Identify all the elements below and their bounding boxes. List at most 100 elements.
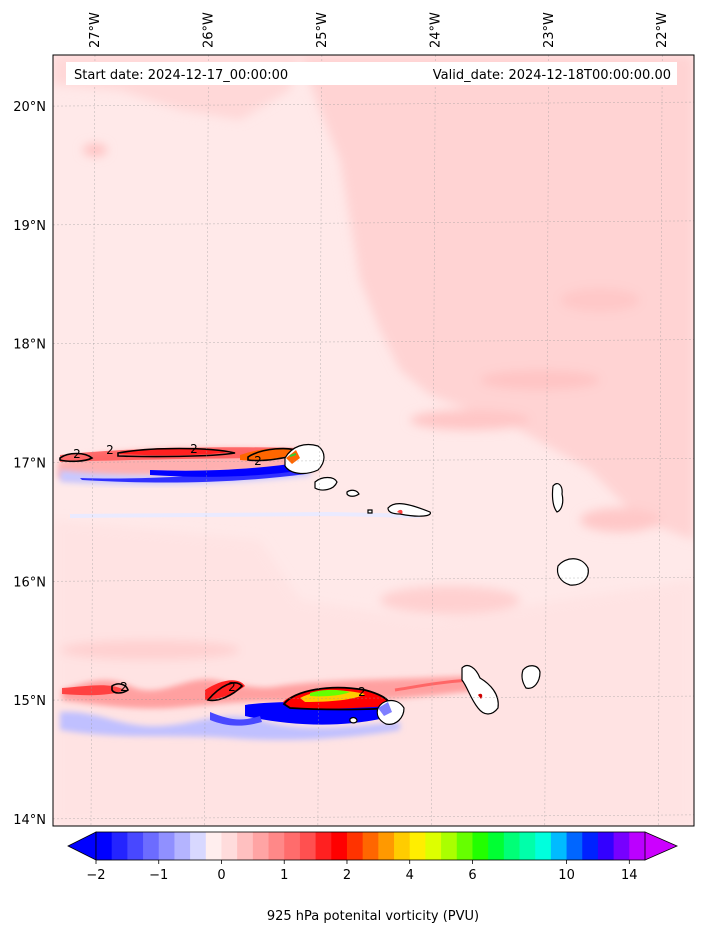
- contour-label: 2: [358, 685, 366, 699]
- colorbar-extend-max: [644, 831, 678, 861]
- colorbar-swatch: [221, 832, 238, 860]
- colorbar-swatch: [237, 832, 254, 860]
- colorbar-swatch: [409, 832, 426, 860]
- colorbar-tick-label: 4: [406, 868, 414, 883]
- colorbar-tick-label: 14: [621, 868, 638, 883]
- colorbar-swatch: [362, 832, 379, 860]
- parallel-gridline: [53, 220, 694, 226]
- valid-date-label: Valid_date: 2024-12-18T00:00:00.00: [433, 68, 671, 83]
- contour-label: 2: [254, 454, 262, 468]
- map-panel: 2 2 2 2 2 2 2: [53, 55, 694, 826]
- latitude-tick-label: 16°N: [13, 575, 46, 590]
- colorbar-swatch: [174, 832, 191, 860]
- colorbar-tick-label: 6: [468, 868, 476, 883]
- island-brava: [349, 716, 358, 724]
- parallel-gridline: [53, 101, 694, 107]
- parallel-gridline: [53, 577, 694, 582]
- latitude-tick-label: 15°N: [13, 694, 46, 709]
- longitude-tick-labels: 27°W 26°W 25°W 24°W 23°W 22°W: [88, 12, 670, 48]
- latitude-tick-label: 17°N: [13, 456, 46, 471]
- colorbar-tick-labels: −2 −1 0 1 2 4 6 10 14: [86, 860, 638, 883]
- colorbar-swatch: [346, 832, 364, 860]
- island-maio: [521, 665, 541, 689]
- contour-label: 2: [120, 680, 128, 694]
- colorbar-swatch: [394, 832, 411, 860]
- contour-labels: 2 2 2 2 2 2 2: [73, 442, 366, 699]
- colorbar-swatch: [535, 832, 552, 860]
- colorbar-tick-label: −2: [86, 868, 105, 883]
- longitude-tick-label: 23°W: [542, 12, 557, 48]
- colorbar-swatch: [96, 832, 113, 860]
- colorbar-extend-min: [67, 831, 97, 861]
- latitude-tick-label: 20°N: [13, 100, 46, 115]
- colorbar-swatch: [441, 832, 458, 860]
- latitude-tick-label: 19°N: [13, 219, 46, 234]
- colorbar-swatch: [331, 832, 348, 860]
- meridian-gridline: [431, 55, 436, 826]
- colorbar-swatch: [425, 832, 442, 860]
- meridian-gridline: [657, 55, 663, 826]
- colorbar-swatch: [629, 832, 646, 860]
- colorbar-swatch: [127, 832, 144, 860]
- start-date-label: Start date: 2024-12-17_00:00:00: [74, 68, 288, 83]
- colorbar-swatch: [613, 832, 630, 860]
- island-sao-nicolau: [387, 503, 431, 517]
- contour-label: 2: [73, 447, 81, 461]
- colorbar-swatch: [519, 832, 536, 860]
- colorbar-frame: [95, 831, 646, 861]
- latitude-tick-labels: 20°N 19°N 18°N 17°N 16°N 15°N 14°N: [13, 100, 46, 828]
- colorbar-swatch: [111, 832, 128, 860]
- island-sao-vicente: [314, 476, 338, 491]
- colorbar-swatch: [582, 832, 599, 860]
- parallel-gridline: [53, 695, 694, 701]
- island-boa-vista: [556, 558, 589, 586]
- colorbar-swatch: [597, 832, 615, 860]
- colorbar-swatch: [299, 832, 317, 860]
- meridian-gridline: [544, 55, 550, 826]
- parallel-gridline: [53, 339, 694, 344]
- pv-band-south: [60, 676, 480, 740]
- colorbar-swatch: [456, 832, 473, 860]
- longitude-tick-label: 24°W: [428, 12, 443, 48]
- colorbar-swatch: [252, 832, 270, 860]
- colorbar-tick-label: 1: [280, 868, 288, 883]
- colorbar-tick-label: −1: [149, 868, 168, 883]
- colorbar: [67, 831, 678, 861]
- colorbar-swatch: [158, 832, 175, 860]
- colorbar-swatch: [488, 832, 505, 860]
- colorbar-swatch: [472, 832, 489, 860]
- colorbar-swatch: [378, 832, 395, 860]
- meridian-gridline: [317, 55, 323, 826]
- contour-label: 2: [106, 443, 114, 457]
- latitude-tick-label: 18°N: [13, 338, 46, 353]
- parallel-gridline: [53, 458, 694, 463]
- island-santa-luzia: [346, 489, 360, 497]
- longitude-tick-label: 27°W: [88, 12, 103, 48]
- island-santiago: [461, 665, 499, 715]
- parallel-gridline: [53, 814, 694, 820]
- pv-band-north: [58, 447, 421, 518]
- island-branco: [367, 509, 373, 514]
- colorbar-tick-label: 2: [343, 868, 351, 883]
- contour-label: 2: [228, 680, 236, 694]
- header-box: [66, 62, 677, 85]
- colorbar-swatch: [550, 832, 568, 860]
- colorbar-label: 925 hPa potenital vorticity (PVU): [267, 909, 479, 924]
- contour-label: 2: [190, 442, 198, 456]
- colorbar-swatch: [284, 832, 301, 860]
- colorbar-swatch: [315, 832, 332, 860]
- colorbar-swatch: [268, 832, 285, 860]
- colorbar-swatch: [205, 832, 222, 860]
- longitude-tick-label: 25°W: [315, 12, 330, 48]
- meridian-gridline: [90, 55, 96, 826]
- longitude-tick-label: 26°W: [201, 12, 216, 48]
- longitude-tick-label: 22°W: [655, 12, 670, 48]
- map-frame: [52, 54, 695, 827]
- meridian-gridline: [204, 55, 209, 826]
- colorbar-swatch: [190, 832, 207, 860]
- colorbar-tick-label: 0: [217, 868, 225, 883]
- colorbar-tick-label: 10: [558, 868, 575, 883]
- latitude-tick-label: 14°N: [13, 813, 46, 828]
- colorbar-swatch: [503, 832, 521, 860]
